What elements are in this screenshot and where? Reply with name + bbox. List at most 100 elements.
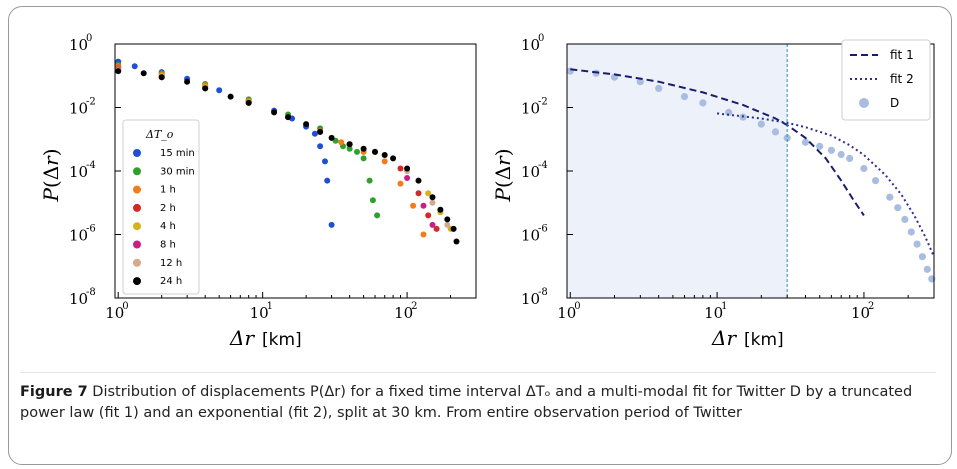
- point-24-h: [184, 78, 191, 85]
- legend-label-12-h: 12 h: [160, 258, 182, 269]
- legend-swatch-30-min: [133, 167, 141, 176]
- point-2-h: [397, 165, 404, 172]
- point-D: [566, 67, 574, 75]
- point-D: [725, 108, 733, 116]
- left-y-tick-exponent: -4: [86, 160, 96, 171]
- point-24-h: [429, 194, 436, 201]
- point-30-min: [366, 177, 373, 184]
- legend-label-15-min: 15 min: [160, 148, 195, 159]
- point-D: [816, 142, 824, 150]
- point-24-h: [372, 148, 378, 155]
- point-12-h: [444, 221, 451, 228]
- point-2-h: [415, 190, 422, 197]
- left-x-tick-label: 10: [250, 304, 269, 322]
- legend-label-2-h: 2 h: [160, 203, 176, 214]
- point-D: [918, 253, 927, 261]
- left-data-points: [115, 58, 460, 245]
- fit-2-line: [716, 112, 935, 258]
- point-15-min: [317, 143, 324, 150]
- point-D: [860, 164, 868, 173]
- point-D: [655, 84, 663, 92]
- left-y-tick-exponent: -8: [86, 287, 96, 298]
- point-30-min: [374, 212, 381, 219]
- point-1-h: [420, 231, 427, 238]
- left-legend: 15 min 30 min 1 h 2 h 4 h 8 h 12 h 24 h: [133, 148, 195, 287]
- point-D: [801, 138, 810, 146]
- right-y-tick-label: 10: [521, 36, 540, 54]
- right-y-tick-label: 10: [521, 290, 540, 308]
- point-D: [837, 150, 845, 159]
- point-24-h: [415, 177, 422, 184]
- legend-title: ΔT_o: [145, 128, 174, 141]
- point-24-h: [444, 216, 451, 223]
- point-24-h: [115, 68, 122, 75]
- right-x-tick-exponent: 1: [721, 301, 727, 312]
- point-2-h: [425, 212, 432, 219]
- point-D: [757, 120, 765, 128]
- right-y-tick-exponent: -2: [538, 97, 548, 108]
- right-y-axis-title: P(Δr): [491, 148, 515, 202]
- left-x-tick-label: 10: [394, 304, 413, 322]
- point-D: [872, 177, 880, 185]
- point-24-h: [404, 165, 411, 172]
- point-24-h: [285, 114, 292, 121]
- left-y-tick-label: 10: [69, 163, 88, 181]
- point-D: [771, 128, 780, 136]
- left-y-tick-exponent: 0: [86, 33, 92, 44]
- right-y-tick-exponent: -6: [538, 224, 548, 235]
- point-8-h: [420, 202, 427, 209]
- left-x-tick-exponent: 0: [122, 301, 128, 312]
- legend-swatch-8-h: [133, 240, 141, 249]
- point-24-h: [245, 99, 252, 106]
- right-y-tick-exponent: -4: [538, 160, 548, 171]
- point-24-h: [140, 70, 147, 77]
- right-y-tick-exponent: 0: [538, 33, 544, 44]
- point-2-h: [433, 225, 440, 232]
- figure-label: Figure 7: [20, 384, 88, 400]
- legend-fit-1-label: fit 1: [890, 48, 914, 62]
- point-24-h: [453, 238, 460, 245]
- point-24-h: [303, 121, 310, 128]
- left-y-tick-label: 10: [69, 290, 88, 308]
- legend-swatch-24-h: [133, 277, 141, 286]
- point-24-h: [450, 225, 457, 232]
- left-x-axis-title: Δr [km]: [229, 326, 302, 350]
- point-D: [783, 134, 791, 142]
- fit-1-region-shade: [567, 44, 788, 298]
- legend-swatch-2-h: [133, 203, 141, 212]
- point-24-h: [437, 206, 444, 213]
- point-15-min: [311, 130, 318, 137]
- legend-label-24-h: 24 h: [160, 276, 182, 287]
- legend-swatch-12-h: [133, 258, 141, 267]
- right-y-tick-label: 10: [521, 100, 540, 118]
- legend-d-label: D: [890, 96, 899, 110]
- right-x-tick-label: 10: [851, 304, 870, 322]
- point-24-h: [328, 134, 335, 141]
- point-D: [923, 265, 931, 273]
- point-24-h: [158, 74, 165, 81]
- point-24-h: [381, 152, 388, 158]
- point-15-min: [216, 87, 223, 94]
- point-24-h: [346, 141, 353, 148]
- fit-1-line: [570, 68, 865, 216]
- right-y-tick-label: 10: [521, 227, 540, 245]
- point-8-h: [429, 221, 436, 228]
- point-30-min: [369, 197, 376, 204]
- point-15-min: [131, 63, 138, 70]
- legend-d-swatch: [859, 98, 869, 108]
- caption-text: Distribution of displacements P(Δr) for …: [20, 384, 913, 421]
- left-y-tick-exponent: -6: [86, 224, 96, 235]
- left-y-axis-title: P(Δr): [39, 148, 63, 202]
- legend-label-30-min: 30 min: [160, 166, 195, 177]
- point-D: [886, 193, 894, 201]
- point-D: [901, 215, 909, 223]
- point-D: [680, 93, 689, 101]
- point-1-h: [381, 158, 388, 165]
- legend-label-4-h: 4 h: [160, 221, 176, 232]
- right-y-tick-label: 10: [521, 163, 540, 181]
